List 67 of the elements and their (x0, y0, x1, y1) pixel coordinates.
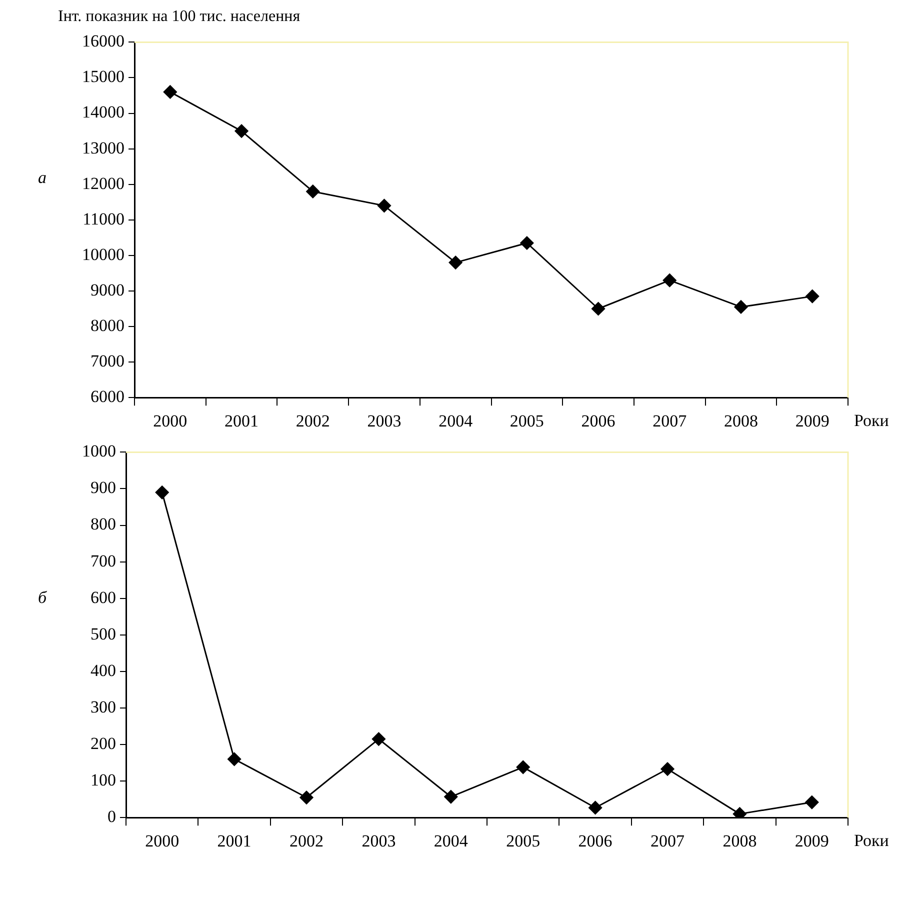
point (234, 124, 248, 138)
y-tick-label: 700 (90, 551, 116, 570)
y-axis-title: Інт. показник на 100 тис. населення (58, 8, 302, 26)
point (448, 256, 462, 270)
x-tick-label: 2006 (581, 411, 616, 430)
y-tick-label: 900 (90, 478, 116, 498)
point (660, 762, 674, 776)
x-axis-title: Роки (854, 411, 889, 430)
point (306, 184, 320, 198)
x-tick-label: 2008 (724, 411, 758, 430)
point (444, 790, 458, 804)
y-tick-label: 100 (90, 770, 116, 790)
x-tick-label: 2002 (290, 831, 324, 850)
x-tick-label: 2009 (795, 411, 830, 430)
y-tick-label: 9000 (90, 280, 124, 300)
text: а (38, 168, 46, 188)
y-tick-label: 14000 (82, 102, 124, 122)
x-axis-title: Роки (854, 831, 889, 850)
point (520, 236, 534, 250)
x-tick-label: 2001 (224, 411, 259, 430)
y-tick-label: 200 (90, 734, 116, 753)
y-tick-label: 13000 (82, 138, 124, 158)
point (592, 302, 606, 316)
point (806, 290, 820, 304)
point (588, 800, 602, 814)
y-tick-label: 1000 (82, 442, 116, 461)
point (516, 760, 530, 774)
y-tick-label: 8000 (90, 316, 124, 335)
point (300, 790, 314, 804)
x-tick-label: 2001 (217, 831, 252, 850)
x-tick-label: 2003 (367, 411, 402, 430)
text: б (38, 588, 47, 608)
point (377, 198, 391, 212)
point (155, 486, 169, 500)
y-tick-label: 12000 (82, 174, 124, 193)
point (228, 752, 242, 766)
y-tick-label: 10000 (82, 244, 124, 264)
y-tick-label: 11000 (82, 209, 124, 228)
y-tick-label: 7000 (90, 352, 124, 371)
x-tick-label: 2005 (510, 411, 544, 430)
x-tick-label: 2000 (145, 831, 180, 850)
point (662, 274, 676, 288)
y-tick-label: 600 (90, 588, 116, 607)
point (805, 796, 819, 810)
x-tick-label: 2000 (153, 411, 188, 430)
y-tick-label: 15000 (82, 67, 124, 86)
y-tick-label: 800 (90, 514, 116, 534)
x-tick-label: 2005 (506, 831, 540, 850)
point (734, 300, 748, 314)
point (732, 807, 746, 818)
y-tick-label: 16000 (82, 32, 124, 51)
x-tick-label: 2007 (650, 831, 685, 850)
x-tick-label: 2009 (794, 831, 829, 850)
point (163, 85, 177, 99)
y-tick-label: 0 (108, 807, 116, 826)
point (372, 732, 386, 746)
y-tick-label: 400 (90, 660, 116, 680)
x-tick-label: 2004 (434, 831, 468, 850)
x-tick-label: 2002 (296, 411, 330, 430)
x-tick-label: 2007 (652, 411, 688, 430)
y-tick-label: 300 (90, 697, 116, 716)
x-tick-label: 2006 (578, 831, 612, 850)
y-tick-label: 500 (90, 624, 116, 644)
x-tick-label: 2004 (438, 411, 474, 430)
y-tick-label: 6000 (90, 387, 124, 406)
x-tick-label: 2008 (722, 831, 757, 850)
x-tick-label: 2003 (362, 831, 396, 850)
